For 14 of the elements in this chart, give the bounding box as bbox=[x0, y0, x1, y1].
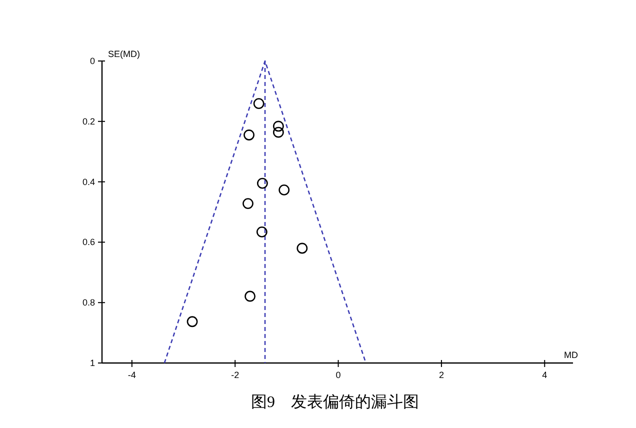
y-tick-label: 0 bbox=[90, 56, 95, 66]
y-tick-label: 0.4 bbox=[82, 176, 95, 187]
y-axis-title: SE(MD) bbox=[108, 49, 140, 59]
x-tick-label: 4 bbox=[542, 370, 548, 380]
x-tick-label: -2 bbox=[231, 370, 240, 380]
caption: 图9 发表偏倚的漏斗图 bbox=[251, 393, 419, 411]
x-tick-label: 2 bbox=[438, 370, 444, 380]
x-tick-label: -4 bbox=[128, 370, 136, 380]
y-tick-label: 1 bbox=[90, 358, 95, 368]
x-tick-label: 0 bbox=[336, 370, 341, 380]
x-axis-title: MD bbox=[564, 350, 578, 360]
y-tick-label: 0.2 bbox=[82, 116, 95, 126]
y-tick-label: 0.8 bbox=[82, 298, 95, 308]
y-tick-label: 0.6 bbox=[82, 237, 95, 248]
